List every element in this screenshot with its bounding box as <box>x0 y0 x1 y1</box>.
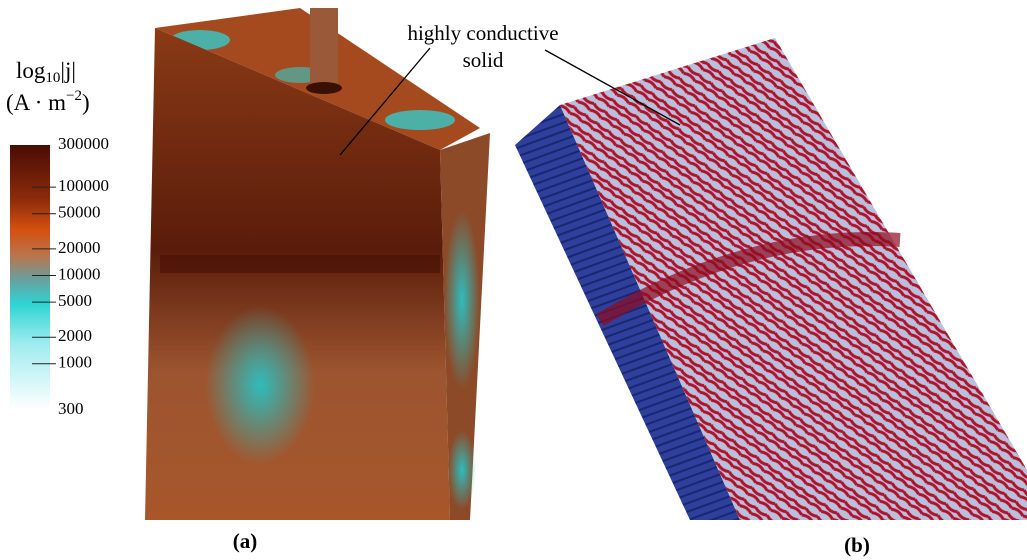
leader-line <box>544 49 681 126</box>
colorbar-units: (A · m−2) <box>6 88 90 115</box>
colorbar-tick-label: 300000 <box>58 134 109 153</box>
colorbar <box>10 145 50 410</box>
colorbar-tick-label: 5000 <box>58 291 92 310</box>
colorbar-tick-label: 2000 <box>58 326 92 345</box>
colorbar-tick-label: 50000 <box>58 203 101 222</box>
annotation: solid <box>463 48 504 72</box>
colorbar-tick-label: 100000 <box>58 176 109 195</box>
colorbar-tick-label: 1000 <box>58 353 92 372</box>
panel-a-render <box>145 8 490 520</box>
panel-label: (b) <box>844 533 870 557</box>
colorbar-tick-label: 20000 <box>58 238 101 257</box>
annotation: highly conductive <box>407 21 558 45</box>
leader-line <box>339 47 431 156</box>
panel-b-render <box>515 38 1027 520</box>
panel-label: (a) <box>233 529 258 553</box>
colorbar-tick-label: 300 <box>58 399 84 418</box>
colorbar-title: log10|j| <box>16 58 76 86</box>
colorbar-tick-label: 10000 <box>58 264 101 283</box>
